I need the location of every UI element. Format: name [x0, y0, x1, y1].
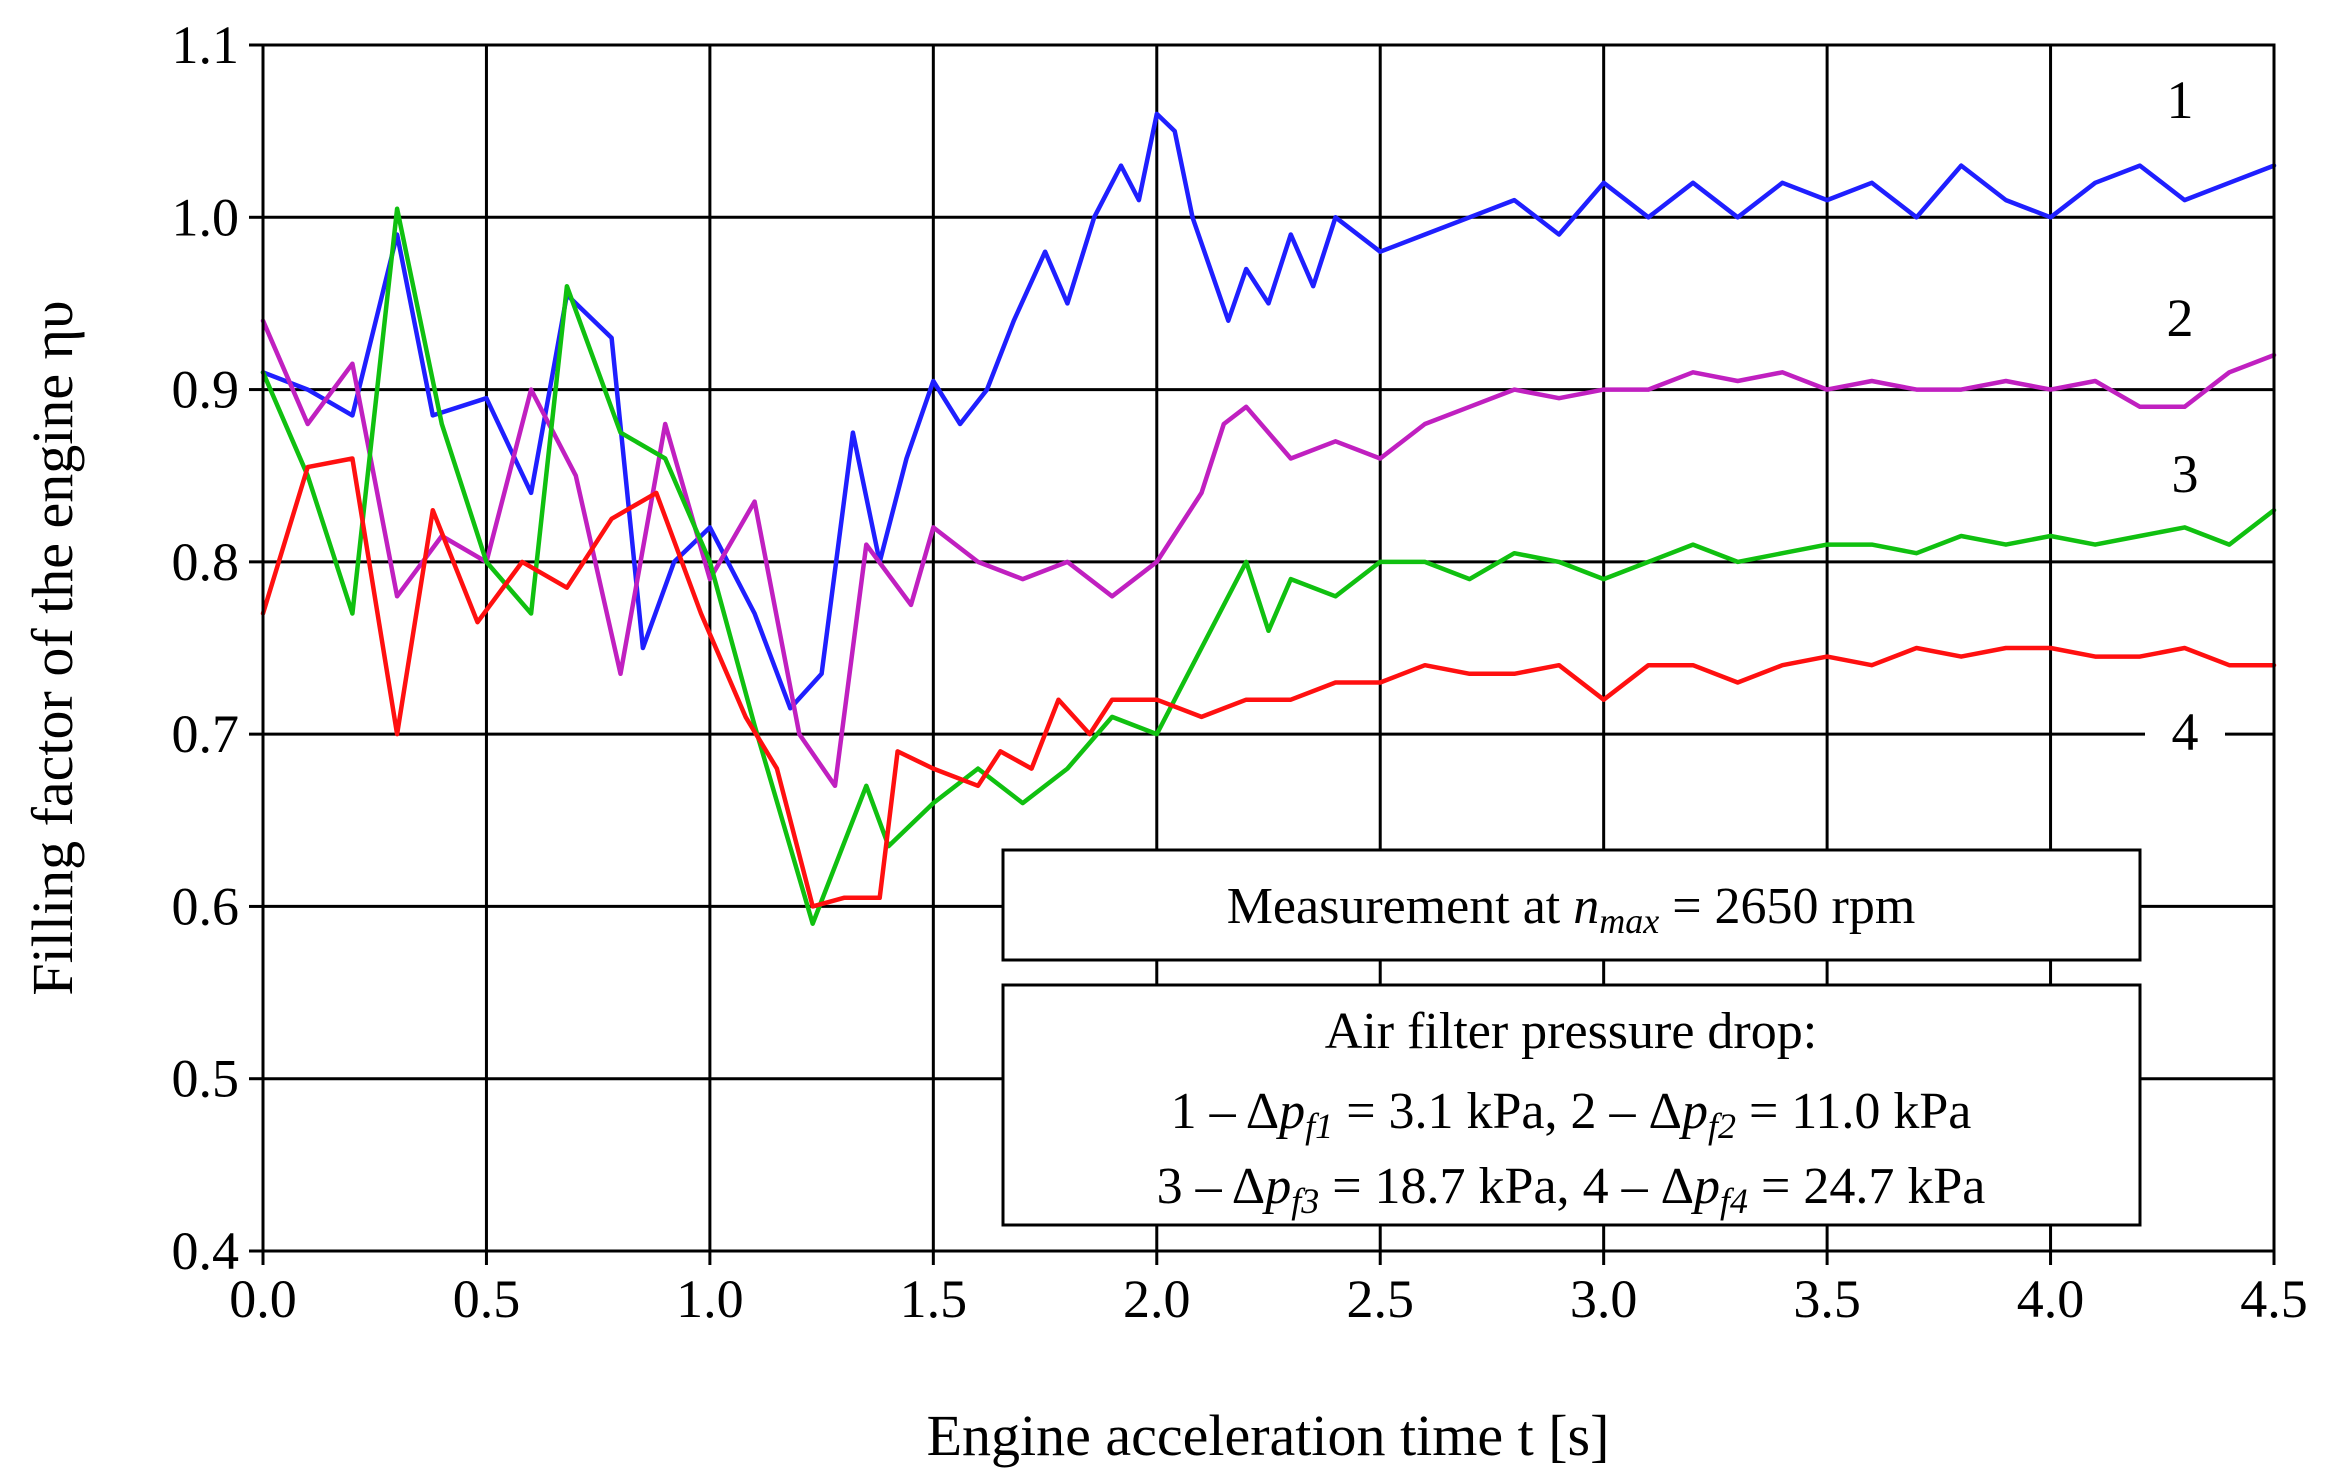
curve-label-4: 4 — [2172, 702, 2199, 762]
y-axis-title: Filling factor of the engine ηυ — [20, 300, 85, 995]
y-tick-label: 0.9 — [172, 360, 240, 420]
y-tick-label: 1.1 — [172, 15, 240, 75]
y-tick-label: 1.0 — [172, 187, 240, 247]
x-tick-label: 4.5 — [2240, 1269, 2308, 1329]
plot-frame — [261, 43, 2276, 1253]
legend-title: Air filter pressure drop: — [1325, 1003, 1817, 1060]
series-line-2 — [260, 318, 2277, 789]
y-tick-label: 0.5 — [172, 1049, 240, 1109]
x-tick-label: 3.5 — [1793, 1269, 1861, 1329]
legend-line-2: 3 – Δpf3 = 18.7 kPa, 4 – Δpf4 = 24.7 kPa — [1157, 1158, 1986, 1221]
x-axis-title: Engine acceleration time t [s] — [927, 1403, 1610, 1468]
x-tick-label: 2.0 — [1123, 1269, 1191, 1329]
y-tick-label: 0.6 — [172, 876, 240, 936]
measurement-text: Measurement at nmax = 2650 rpm — [1227, 878, 1916, 941]
legend-box — [1001, 983, 2142, 1227]
x-tick-label: 4.0 — [2017, 1269, 2085, 1329]
y-tick-label: 0.7 — [172, 704, 240, 764]
x-tick-label: 1.5 — [900, 1269, 968, 1329]
y-tick-label: 0.8 — [172, 532, 240, 592]
y-tick-labels: 0.4 0.5 0.6 0.7 0.8 0.9 1.0 1.1 — [172, 15, 240, 1281]
series-line-1 — [260, 111, 2277, 711]
legend-line-1: 1 – Δpf1 = 3.1 kPa, 2 – Δpf2 = 11.0 kPa — [1171, 1083, 1972, 1146]
x-tick-label: 0.0 — [229, 1269, 297, 1329]
curve-label-3: 3 — [2172, 444, 2199, 504]
curve-label-1: 1 — [2167, 70, 2194, 130]
curve-label-4-background — [2145, 700, 2225, 766]
measurement-box — [1001, 848, 2142, 962]
curve-label-2: 2 — [2167, 288, 2194, 348]
x-tick-label: 1.0 — [676, 1269, 744, 1329]
x-tick-labels: 0.0 0.5 1.0 1.5 2.0 2.5 3.0 3.5 4.0 4.5 — [229, 1269, 2308, 1329]
series-line-3 — [260, 206, 2277, 926]
x-tick-label: 0.5 — [453, 1269, 521, 1329]
y-tick-label: 0.4 — [172, 1221, 240, 1281]
series-line-4 — [260, 456, 2277, 909]
x-tick-label: 3.0 — [1570, 1269, 1638, 1329]
x-tick-label: 2.5 — [1346, 1269, 1414, 1329]
series-group — [260, 111, 2277, 926]
